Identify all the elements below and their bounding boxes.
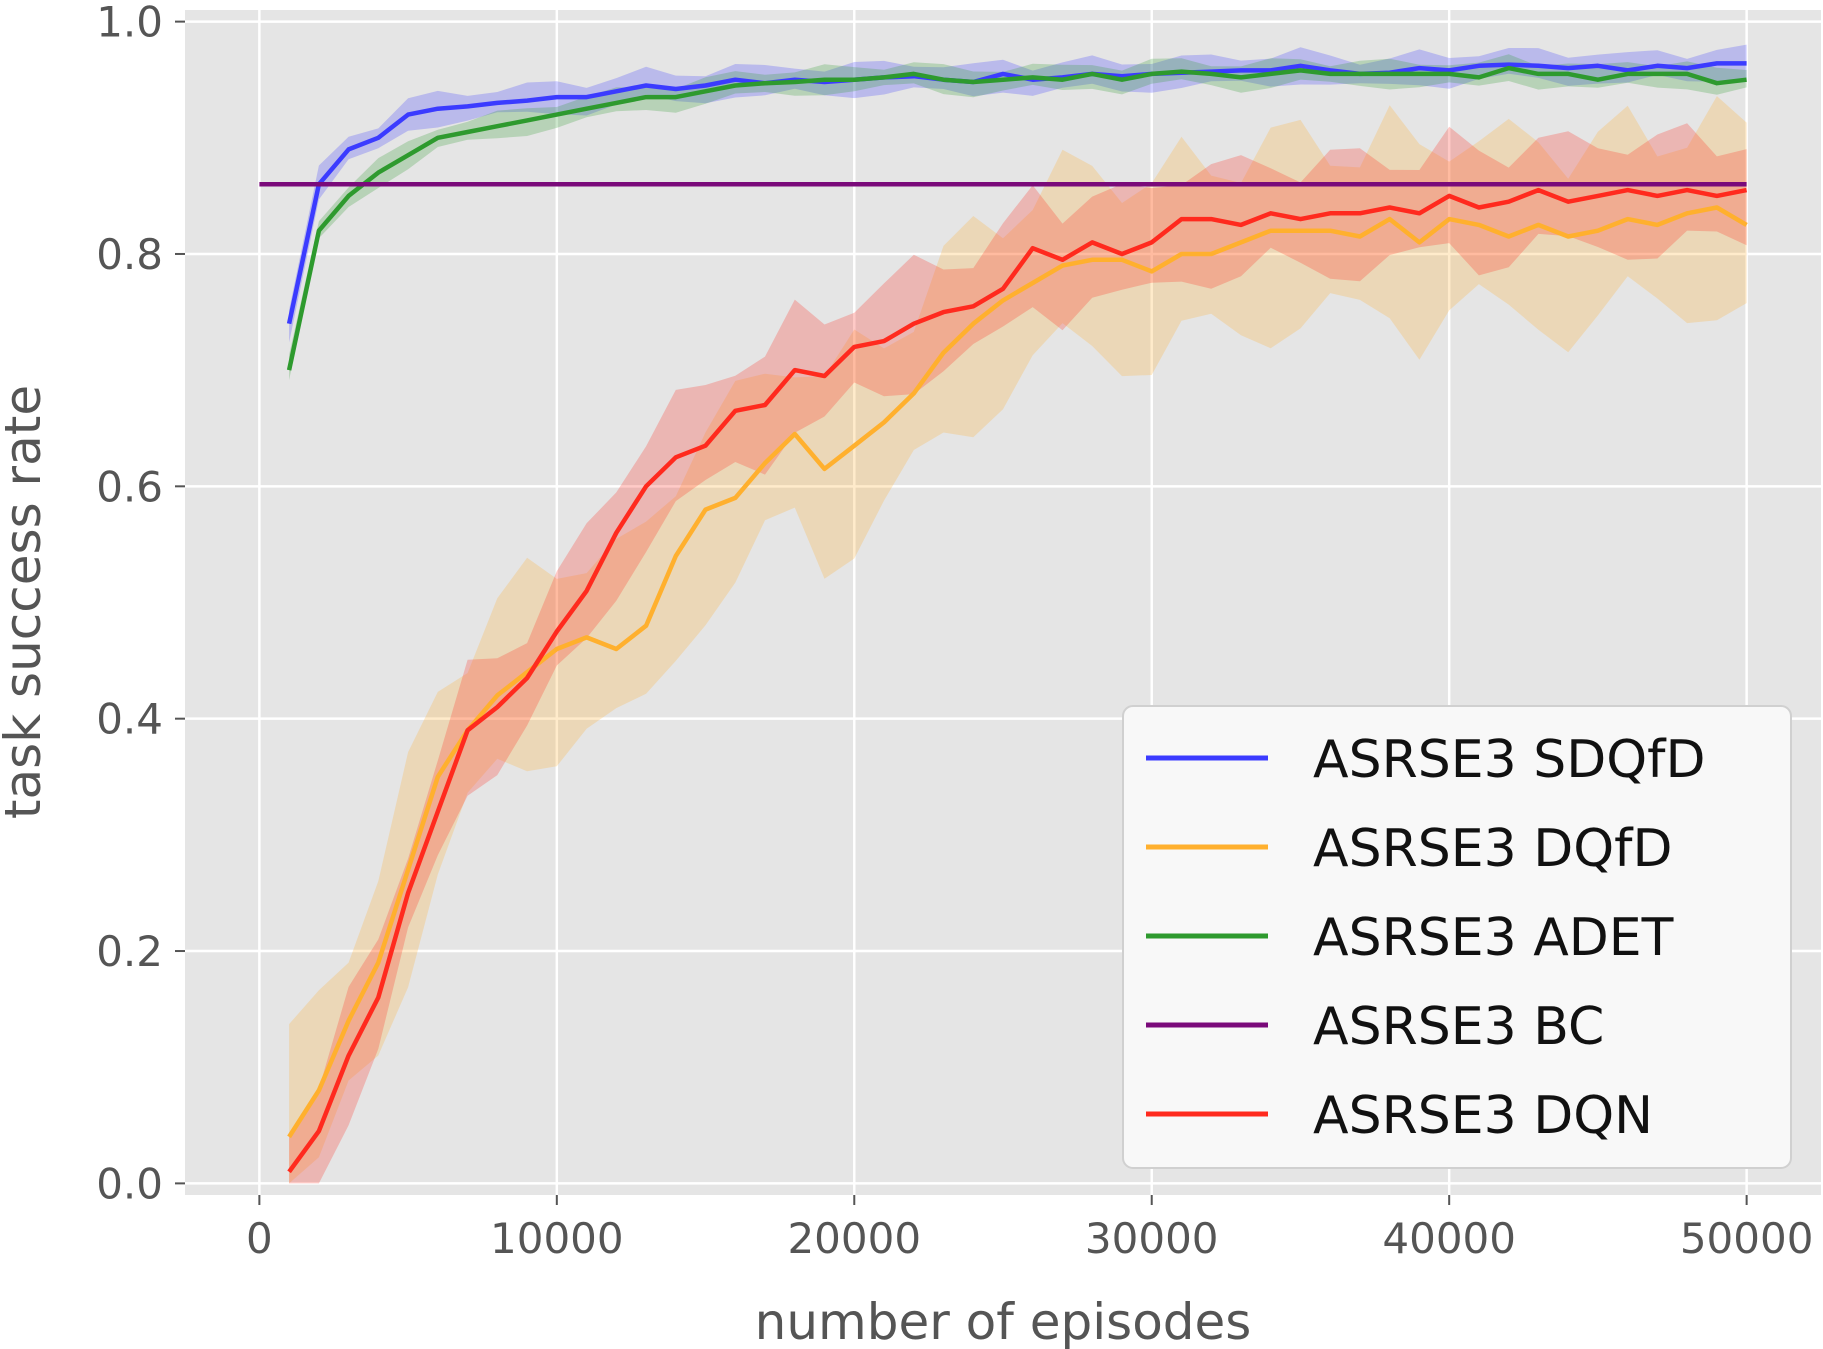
legend: ASRSE3 SDQfD ASRSE3 DQfD ASRSE3 ADET ASRSE3… [1122, 705, 1792, 1169]
y-tick-label: 1.0 [96, 0, 163, 47]
legend-label: ASRSE3 DQfD [1313, 819, 1673, 879]
legend-label: ASRSE3 ADET [1313, 908, 1674, 968]
y-axis-label: task success rate [0, 385, 52, 819]
axis-ticks: 0 10000 20000 30000 40000 50000 0.0 0.2 0.4 0.6 0.… [96, 0, 1813, 1263]
y-tick-label: 0.8 [96, 230, 163, 279]
legend-label: ASRSE3 SDQfD [1313, 730, 1706, 790]
legend-label: ASRSE3 BC [1313, 997, 1604, 1057]
x-tick-label: 0 [246, 1214, 273, 1263]
x-tick-label: 20000 [787, 1214, 921, 1263]
series-line-2 [286, 65, 1747, 371]
y-tick-label: 0.0 [96, 1159, 163, 1208]
legend-box [1122, 705, 1792, 1169]
x-tick-label: 50000 [1680, 1214, 1814, 1263]
y-tick-label: 0.4 [96, 695, 163, 744]
series-lines [259, 61, 1748, 1174]
x-tick-label: 40000 [1382, 1214, 1516, 1263]
y-tick-label: 0.2 [96, 927, 163, 976]
y-tick-label: 0.6 [96, 462, 163, 511]
x-axis-label: number of episodes [755, 1293, 1252, 1349]
legend-label: ASRSE3 DQN [1313, 1086, 1653, 1146]
x-tick-label: 10000 [490, 1214, 624, 1263]
x-tick-label: 30000 [1085, 1214, 1219, 1263]
band-2 [289, 54, 1747, 381]
band-0 [289, 44, 1747, 343]
series-line-4 [287, 187, 1748, 1174]
grid [185, 10, 1821, 1195]
